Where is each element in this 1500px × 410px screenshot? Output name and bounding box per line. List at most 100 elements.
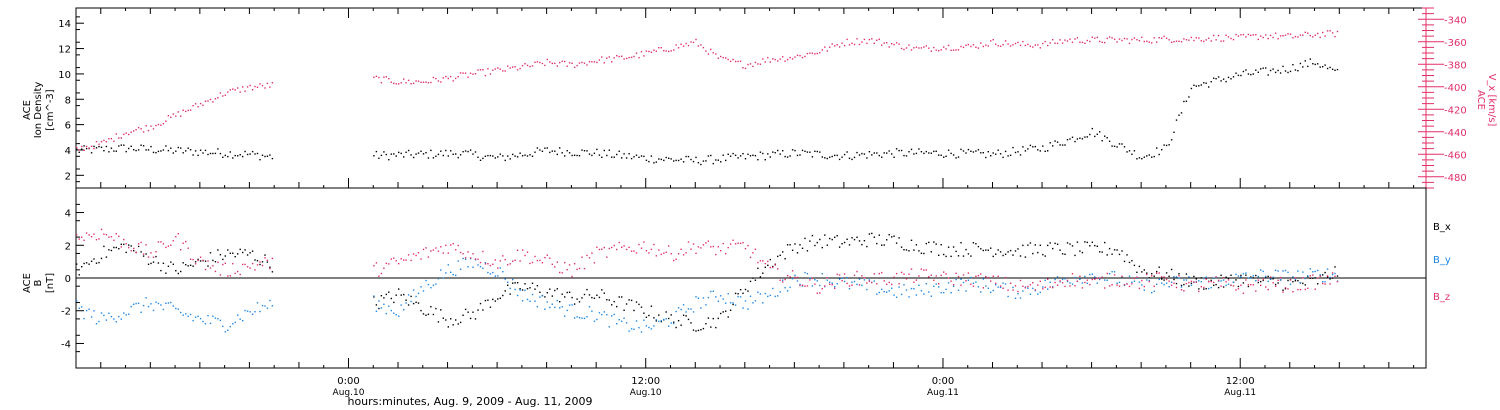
data-point xyxy=(1086,282,1088,284)
data-point xyxy=(150,252,152,254)
data-point xyxy=(1334,266,1336,268)
data-point xyxy=(197,258,199,261)
data-point xyxy=(1099,277,1101,280)
data-point xyxy=(717,300,719,302)
data-point xyxy=(1304,31,1306,33)
data-point xyxy=(519,67,521,70)
data-point xyxy=(1027,287,1029,289)
data-point xyxy=(630,299,633,302)
data-point xyxy=(680,248,682,250)
data-point xyxy=(950,49,952,51)
data-point xyxy=(737,242,739,244)
data-point xyxy=(76,148,78,150)
top-left-ylabel-line2: Ion Density xyxy=(33,82,44,139)
data-point xyxy=(628,299,630,301)
data-point xyxy=(1331,32,1334,34)
data-point xyxy=(868,233,871,235)
data-point xyxy=(422,290,425,292)
data-point xyxy=(549,61,551,63)
data-point xyxy=(821,288,823,290)
data-point xyxy=(524,63,526,65)
data-point xyxy=(618,55,620,58)
data-point xyxy=(1153,275,1155,277)
data-point xyxy=(977,286,980,288)
data-point xyxy=(207,315,209,317)
data-point xyxy=(123,133,125,136)
data-point xyxy=(796,154,799,157)
data-point xyxy=(707,53,710,55)
data-point xyxy=(1002,287,1004,289)
data-point xyxy=(980,273,982,275)
data-point xyxy=(943,291,945,294)
data-point xyxy=(846,282,848,285)
data-point xyxy=(1175,276,1178,278)
data-point xyxy=(596,246,598,248)
data-point xyxy=(1106,279,1108,281)
data-point xyxy=(799,283,801,286)
data-point xyxy=(759,260,762,262)
data-point xyxy=(645,325,648,327)
data-point xyxy=(1240,34,1242,36)
data-point xyxy=(566,309,568,312)
data-point xyxy=(621,246,623,248)
data-point xyxy=(722,56,724,59)
data-point xyxy=(1146,279,1148,281)
data-point xyxy=(938,283,940,285)
data-point xyxy=(83,317,85,320)
data-point xyxy=(1161,37,1163,39)
data-point xyxy=(1262,279,1264,282)
data-point xyxy=(559,301,561,303)
data-point xyxy=(1106,272,1108,275)
data-point xyxy=(1252,284,1254,286)
data-point xyxy=(430,81,432,84)
data-point xyxy=(113,150,115,152)
data-point xyxy=(452,153,454,155)
data-point xyxy=(217,318,219,320)
data-point xyxy=(1126,38,1128,40)
data-point xyxy=(209,267,212,269)
data-point xyxy=(425,314,427,316)
data-point xyxy=(445,319,447,321)
data-point xyxy=(1168,275,1170,277)
data-point xyxy=(442,154,444,157)
data-point xyxy=(769,294,771,297)
data-point xyxy=(1213,284,1215,286)
data-point xyxy=(826,277,828,279)
data-point xyxy=(1108,140,1111,142)
data-point xyxy=(1188,276,1190,278)
data-point xyxy=(680,308,682,311)
data-point xyxy=(1329,30,1331,32)
data-point xyxy=(732,152,734,155)
data-point xyxy=(772,58,774,60)
data-point xyxy=(831,284,833,286)
data-point xyxy=(1039,47,1041,49)
data-point xyxy=(1143,289,1145,291)
data-point xyxy=(395,294,397,296)
data-point xyxy=(935,243,937,245)
data-point xyxy=(722,242,724,245)
data-point xyxy=(192,258,194,261)
data-point xyxy=(1032,252,1034,255)
y2-tick-label: -400 xyxy=(1444,83,1467,94)
data-point xyxy=(1213,34,1215,37)
data-point xyxy=(1161,282,1163,284)
data-point xyxy=(687,44,690,47)
y2-tick-label: -360 xyxy=(1444,38,1467,49)
data-point xyxy=(271,257,274,260)
data-point xyxy=(772,151,774,153)
data-point xyxy=(895,148,898,150)
y2-tick-label: -380 xyxy=(1444,60,1467,71)
data-point xyxy=(1118,281,1121,284)
data-point xyxy=(1173,278,1175,281)
data-point xyxy=(583,317,586,320)
data-point xyxy=(675,310,677,313)
data-point xyxy=(103,245,105,248)
data-point xyxy=(838,158,841,161)
data-point xyxy=(1163,35,1165,38)
data-point xyxy=(893,276,895,278)
legend-by: B_y xyxy=(1433,255,1451,266)
data-point xyxy=(903,273,905,275)
data-point xyxy=(972,151,975,153)
data-point xyxy=(1326,30,1329,32)
data-point xyxy=(556,288,558,290)
